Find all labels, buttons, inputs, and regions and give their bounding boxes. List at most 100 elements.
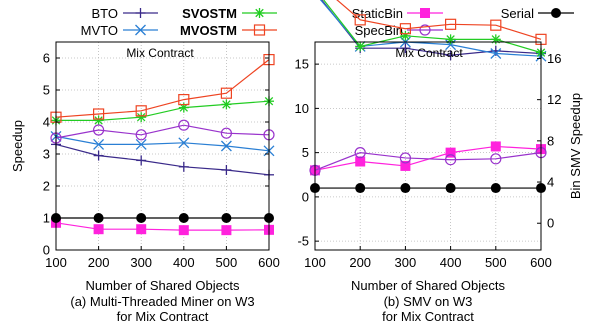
a-point-svostm (93, 115, 104, 126)
chart-a-caption-line-1: (a) Multi-Threaded Miner on W3 (70, 294, 254, 309)
b-point-serial (400, 183, 411, 194)
a-x-tick-label: 500 (216, 255, 238, 270)
b-point-specbin (490, 153, 502, 165)
chart-b-title: Mix Contract (395, 46, 463, 60)
legend-label-staticbin: StaticBin (352, 6, 403, 21)
legend-label-svostm: SVOSTM (182, 6, 237, 21)
chart-a-frame (55, 41, 270, 251)
legend-label-bto: BTO (92, 6, 119, 21)
chart-b-y-axis-label: Bin SMV Speedup (568, 93, 583, 199)
b-y2-tick-label: 12 (547, 92, 561, 107)
legend-label-mvto: MVTO (81, 23, 118, 38)
a-point-bto (93, 150, 104, 161)
legend-marker-staticbin (420, 8, 430, 18)
chart-b-grid (314, 42, 542, 250)
a-y-tick-label: 6 (43, 51, 50, 66)
legend-marker-mvostm (253, 24, 266, 36)
chart-b-caption-line-1: (b) SMV on W3 (384, 294, 473, 309)
a-point-serial (93, 213, 104, 223)
b-y-tick-label: 15 (295, 57, 309, 72)
a-series-line-staticbin (55, 222, 270, 231)
b-x-tick-label: 400 (440, 255, 462, 270)
a-point-bto (136, 155, 147, 166)
b-point-staticbin (355, 156, 366, 167)
b-point-mvostm (399, 23, 411, 35)
chart-a-ticks: 100 200 300 400 500 600 0 1 2 3 4 5 6 (43, 51, 280, 271)
b-series-line-mvostm (336, 0, 542, 40)
chart-a: 100 200 300 400 500 600 0 1 2 3 4 5 6 Mix Contract S… (10, 41, 280, 321)
b-series-line-bto (320, 0, 542, 56)
chart-a-y-axis-label: Speedup (10, 120, 25, 172)
b-point-svostm (490, 34, 501, 45)
b-point-svostm (400, 30, 411, 41)
a-series-line-svostm (56, 100, 270, 122)
a-y-tick-label: 1 (43, 211, 50, 226)
b-point-mvostm (445, 18, 457, 30)
b-y2-tick-label: 16 (547, 51, 561, 66)
a-series-line-mvto (55, 135, 270, 152)
b-point-svostm (355, 41, 366, 52)
b-point-mvostm (354, 14, 366, 26)
a-point-staticbin (178, 225, 189, 236)
a-point-serial (136, 213, 147, 223)
a-point-specbin (92, 124, 105, 136)
a-point-bto (178, 161, 189, 172)
chart-b-caption-line-2: for Mix Contract (382, 309, 474, 321)
a-x-tick-label: 100 (45, 255, 67, 270)
a-point-specbin (220, 127, 232, 139)
a-point-mvostm (178, 93, 190, 106)
a-series-line-bto (55, 143, 270, 176)
a-point-svostm (136, 112, 147, 123)
chart-b-series (309, 0, 547, 194)
chart-a-x-axis-label: Number of Shared Objects (86, 278, 240, 293)
legend-marker-svostm (254, 8, 265, 18)
b-point-serial (490, 183, 501, 194)
legend-label-serial: Serial (501, 6, 534, 21)
a-point-staticbin (221, 225, 232, 236)
b-point-staticbin (400, 160, 411, 171)
b-y-tick-label: 0 (302, 189, 309, 204)
legend-label-mvostm: MVOSTM (180, 23, 237, 38)
b-x-tick-label: 600 (530, 255, 552, 270)
chart-b-frame (314, 41, 542, 251)
a-point-mvostm (92, 108, 105, 120)
a-point-mvto (135, 138, 147, 150)
a-x-tick-label: 400 (173, 255, 195, 270)
legend-marker-specbin (419, 24, 431, 36)
b-point-bto (400, 43, 411, 54)
chart-a-caption-line-2: for Mix Contract (117, 309, 209, 321)
a-point-staticbin (136, 224, 147, 235)
a-y-tick-label: 2 (43, 179, 50, 194)
b-point-serial (355, 183, 366, 194)
b-point-staticbin (445, 147, 456, 158)
b-y-tick-label: 10 (295, 101, 309, 116)
a-x-tick-label: 300 (130, 255, 152, 270)
chart-b-ticks: 100 200 300 400 500 600 -5 0 5 10 15 0 4 8 12 16 (295, 51, 562, 270)
b-y-tick-label: -5 (297, 234, 309, 249)
a-point-mvostm (135, 105, 147, 117)
b-point-bto (445, 50, 456, 61)
a-point-svostm (221, 99, 232, 110)
b-point-serial (445, 183, 456, 194)
b-x-tick-label: 100 (304, 255, 326, 270)
legend: BTO SVOSTM StaticBin Serial MVTO MVOSTM SpecBi… (81, 6, 574, 38)
legend-marker-bto (135, 8, 146, 18)
b-point-mvto (490, 48, 502, 59)
chart-a-title: Mix Contract (126, 46, 194, 60)
a-point-bto (221, 165, 232, 175)
b-y2-tick-label: 8 (547, 133, 554, 148)
a-point-specbin (178, 119, 190, 131)
b-point-specbin (354, 147, 366, 159)
a-x-tick-label: 200 (88, 255, 110, 270)
chart-a-grid (55, 42, 270, 251)
a-point-mvostm (220, 87, 232, 99)
b-point-svostm (445, 34, 456, 45)
a-series-line-specbin (55, 124, 270, 139)
b-x-tick-label: 300 (395, 255, 417, 270)
chart-b: 100 200 300 400 500 600 -5 0 5 10 15 0 4 8 12 16 Mix Co… (295, 0, 583, 321)
a-point-mvto (93, 138, 105, 150)
b-point-mvto (445, 39, 457, 51)
b-point-specbin (399, 152, 411, 164)
a-point-staticbin (93, 224, 104, 235)
a-point-serial (178, 213, 189, 223)
